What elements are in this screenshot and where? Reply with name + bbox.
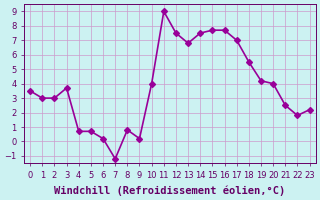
X-axis label: Windchill (Refroidissement éolien,°C): Windchill (Refroidissement éolien,°C)	[54, 185, 285, 196]
